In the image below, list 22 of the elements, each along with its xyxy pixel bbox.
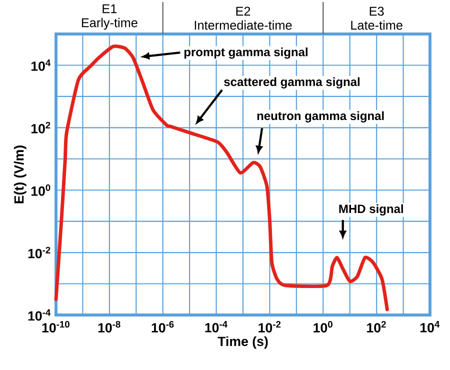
annotation: scattered gamma signal [224,77,360,89]
x-tick-label: 10$^{-4}$ [205,321,228,332]
y-tick-label: 10$^{-2}$ [28,246,50,258]
x-tick-label: 10$^{-6}$ [152,321,174,333]
y-axis-title: E(t) (V/m) [14,146,26,204]
annotation: prompt gamma signal [184,47,308,59]
y-tick-label: 10$^{4}$ [31,60,51,71]
x-tick-label: 10$^{4}$ [420,321,440,332]
y-tick-label: 10$^{0}$ [31,184,50,196]
annotation: neutron gamma signal [257,111,384,123]
x-tick-label: 10$^{-8}$ [98,321,120,333]
y-tick-label: 10$^{2}$ [31,122,50,134]
text: E2 Intermediate-time [194,6,292,30]
text: E1 Early-time [82,4,138,30]
x-tick-label: 10$^{-10}$ [42,321,70,333]
y-tick-label: 10$^{-4}$ [28,309,51,321]
x-tick-label: 10$^{-2}$ [258,321,281,333]
x-tick-label: 10$^{0}$ [314,321,332,333]
annotation: MHD signal [339,204,403,216]
x-axis-title: Time (s) [218,336,268,349]
x-tick-label: 10$^{2}$ [367,321,386,333]
text: E3 Late-time [351,6,402,30]
